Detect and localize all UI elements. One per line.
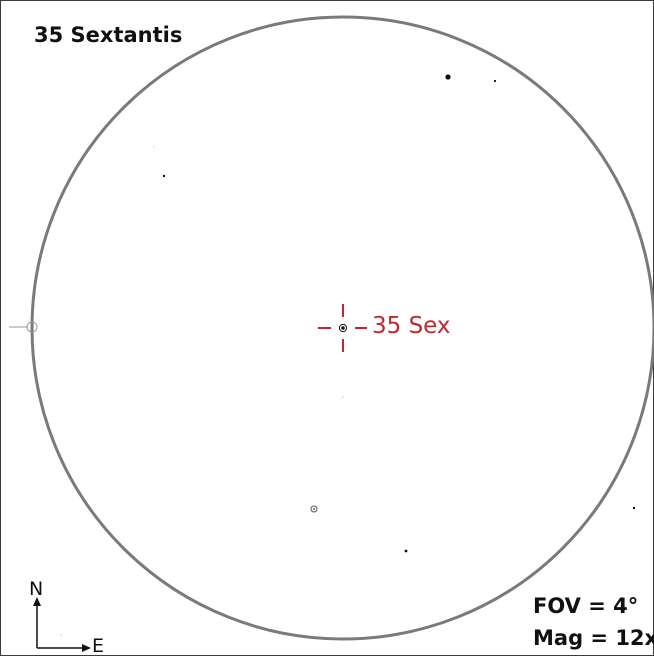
star (153, 146, 155, 148)
field-of-view-circle (30, 15, 654, 641)
star (445, 74, 451, 80)
target-label: 35 Sex (372, 313, 451, 339)
star (404, 549, 408, 553)
star (632, 506, 636, 510)
chart-title: 35 Sextantis (34, 23, 183, 47)
star (162, 174, 166, 178)
crosshair-icon (318, 304, 367, 352)
star (342, 396, 344, 398)
magnification-label: Mag = 12x (533, 626, 654, 650)
target-star (338, 323, 348, 333)
double-star-marker (310, 505, 318, 513)
star (60, 634, 62, 636)
star (493, 79, 497, 83)
east-label: E (92, 635, 105, 657)
fov-label: FOV = 4° (533, 594, 639, 618)
north-label: N (29, 578, 44, 600)
compass-arrows-icon (33, 597, 91, 652)
edge-pointer-marker (26, 321, 38, 333)
